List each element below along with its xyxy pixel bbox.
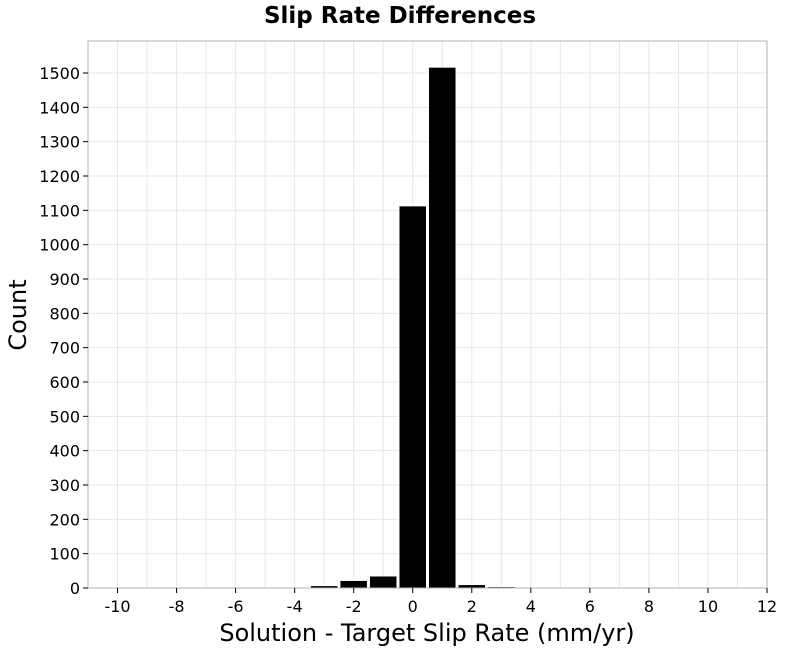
y-tick-label: 500 (49, 407, 80, 426)
bars (280, 66, 516, 589)
y-tick-label: 600 (49, 373, 80, 392)
bar (398, 205, 428, 589)
x-tick-label: -4 (287, 597, 303, 616)
grid-lines (87, 41, 768, 589)
x-tick-label: 6 (585, 597, 595, 616)
plot-frame (87, 40, 768, 589)
y-tick-label: 0 (70, 579, 80, 598)
x-tick-label: 10 (698, 597, 718, 616)
y-tick-label: 200 (49, 510, 80, 529)
x-tick-label: 4 (526, 597, 536, 616)
bar (339, 579, 368, 589)
bar (457, 584, 487, 589)
y-tick-label: 1400 (39, 98, 80, 117)
bar (368, 575, 398, 589)
x-tick-label: -10 (104, 597, 130, 616)
y-tick-label: 700 (49, 339, 80, 358)
y-tick-label: 100 (49, 545, 80, 564)
x-tick-label: 12 (757, 597, 777, 616)
x-tick-label: 0 (408, 597, 418, 616)
x-tick-label: -8 (169, 597, 185, 616)
y-tick-label: 1000 (39, 236, 80, 255)
y-tick-label: 1100 (39, 201, 80, 220)
bar (428, 66, 457, 589)
y-axis-ticks: 0 100 200 300 400 500 600 700 800 900 1000 1100 1200… (39, 64, 88, 598)
x-axis-ticks: -10 -8 -6 -4 -2 0 2 4 6 8 10 12 (104, 588, 777, 616)
y-tick-label: 900 (49, 270, 80, 289)
y-tick-label: 800 (49, 304, 80, 323)
x-tick-label: -2 (346, 597, 362, 616)
x-tick-label: -6 (228, 597, 244, 616)
x-axis-label: Solution - Target Slip Rate (mm/yr) (219, 619, 634, 647)
x-tick-label: 8 (644, 597, 654, 616)
y-tick-label: 300 (49, 476, 80, 495)
y-axis-label: Count (4, 279, 32, 350)
y-tick-label: 1200 (39, 167, 80, 186)
x-tick-label: 2 (467, 597, 477, 616)
y-tick-label: 1300 (39, 133, 80, 152)
y-tick-label: 1500 (39, 64, 80, 83)
chart-title: Slip Rate Differences (264, 3, 536, 29)
y-tick-label: 400 (49, 442, 80, 461)
